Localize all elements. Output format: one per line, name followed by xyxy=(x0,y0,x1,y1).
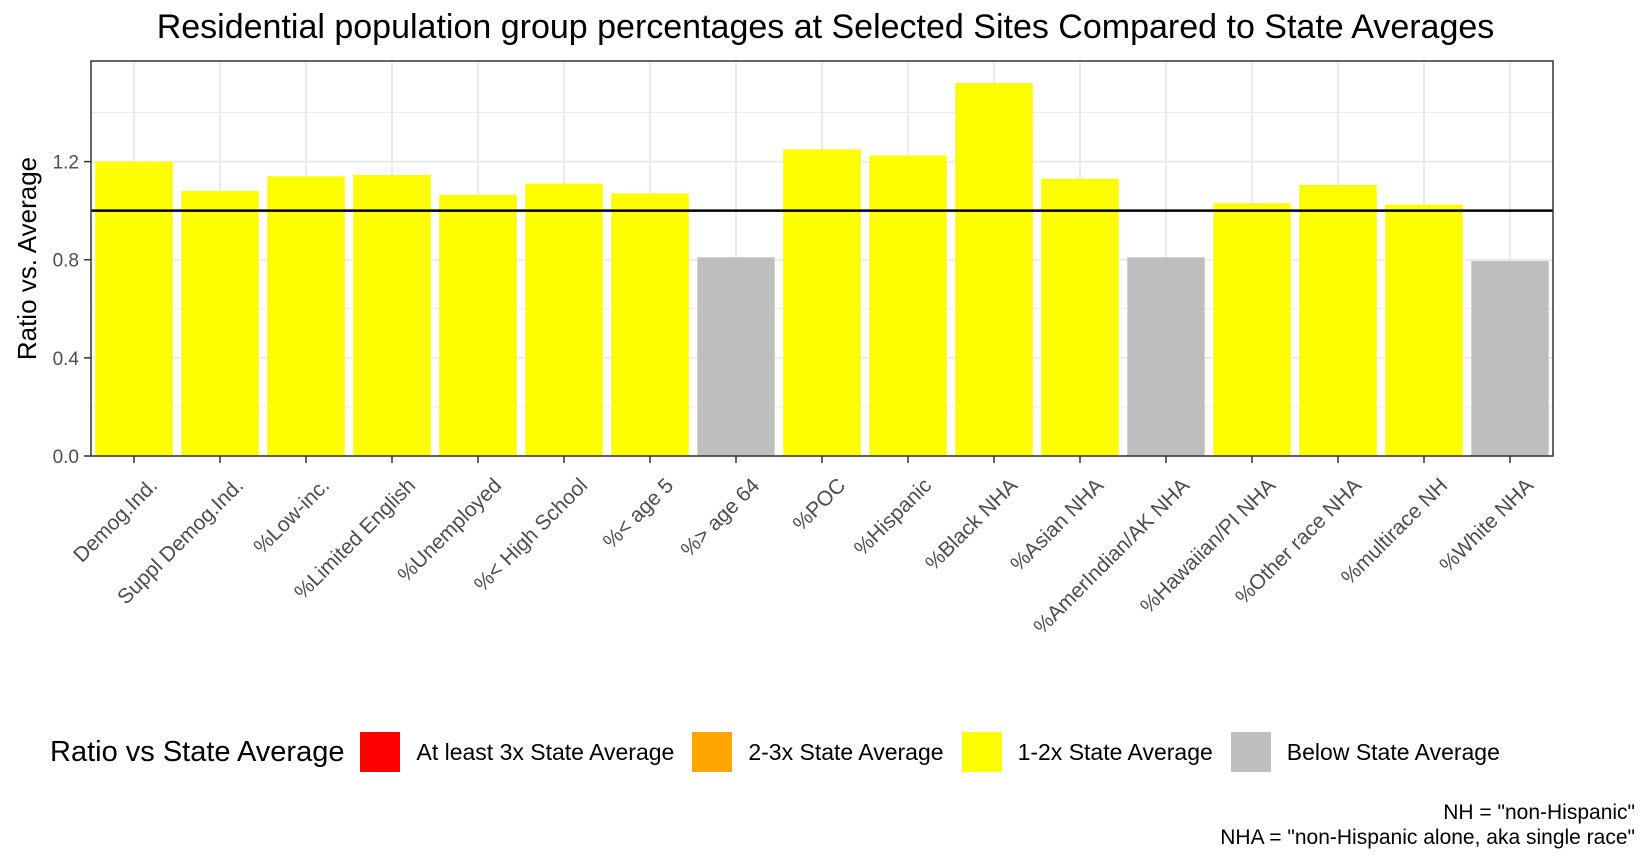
x-tick-label: %> age 64 xyxy=(677,474,765,562)
bar xyxy=(869,155,947,456)
x-tick-label: %AmerIndian/AK NHA xyxy=(1029,474,1194,639)
bar xyxy=(1471,260,1549,456)
caption-nh: NH = "non-Hispanic" xyxy=(1443,801,1635,824)
x-tick-label: %< age 5 xyxy=(599,474,678,553)
bar xyxy=(1041,178,1119,456)
chart-captions: NH = "non-Hispanic" NHA = "non-Hispanic … xyxy=(1220,800,1635,850)
x-tick-label: %Low-inc. xyxy=(249,474,334,559)
bar xyxy=(439,194,517,456)
legend: Ratio vs State Average At least 3x State… xyxy=(50,730,1518,774)
y-tick-label: 0.8 xyxy=(53,251,79,272)
legend-item-below: Below State Average xyxy=(1230,732,1500,772)
bar xyxy=(267,176,345,457)
caption-nha: NHA = "non-Hispanic alone, aka single ra… xyxy=(1220,826,1635,849)
x-tick-label: %POC xyxy=(789,474,851,536)
legend-label-2-3x: 2-3x State Average xyxy=(748,738,944,765)
bar xyxy=(783,149,861,456)
y-tick-label: 1.2 xyxy=(53,153,79,174)
y-tick-label: 0.0 xyxy=(53,447,79,468)
legend-item-2-3x: 2-3x State Average xyxy=(692,732,944,772)
legend-title: Ratio vs State Average xyxy=(50,735,345,768)
x-tick-label: %Hispanic xyxy=(850,474,936,560)
bar xyxy=(1127,257,1205,456)
x-tick-label: Demog.Ind. xyxy=(69,474,162,567)
bar xyxy=(697,257,775,456)
legend-key-1-2x xyxy=(961,732,1002,772)
bar xyxy=(611,193,689,456)
legend-item-1-2x: 1-2x State Average xyxy=(961,732,1213,772)
y-axis-title: Ratio vs. Average xyxy=(12,157,42,360)
legend-key-2-3x xyxy=(692,732,733,772)
legend-key-below xyxy=(1230,732,1271,772)
y-tick-label: 0.4 xyxy=(53,349,80,370)
bar xyxy=(353,175,431,456)
bar xyxy=(1213,203,1291,456)
legend-label-1-2x: 1-2x State Average xyxy=(1017,738,1213,765)
legend-item-at-least-3x: At least 3x State Average xyxy=(360,732,674,772)
legend-label-below: Below State Average xyxy=(1286,738,1500,765)
bar xyxy=(525,183,603,456)
bar xyxy=(1385,204,1463,456)
bar xyxy=(181,191,259,456)
chart-title: Residential population group percentages… xyxy=(156,8,1495,46)
bar xyxy=(95,161,173,456)
legend-label-at-least-3x: At least 3x State Average xyxy=(416,738,675,765)
bar xyxy=(955,83,1033,456)
bar xyxy=(1299,184,1377,456)
legend-key-at-least-3x xyxy=(360,732,401,772)
